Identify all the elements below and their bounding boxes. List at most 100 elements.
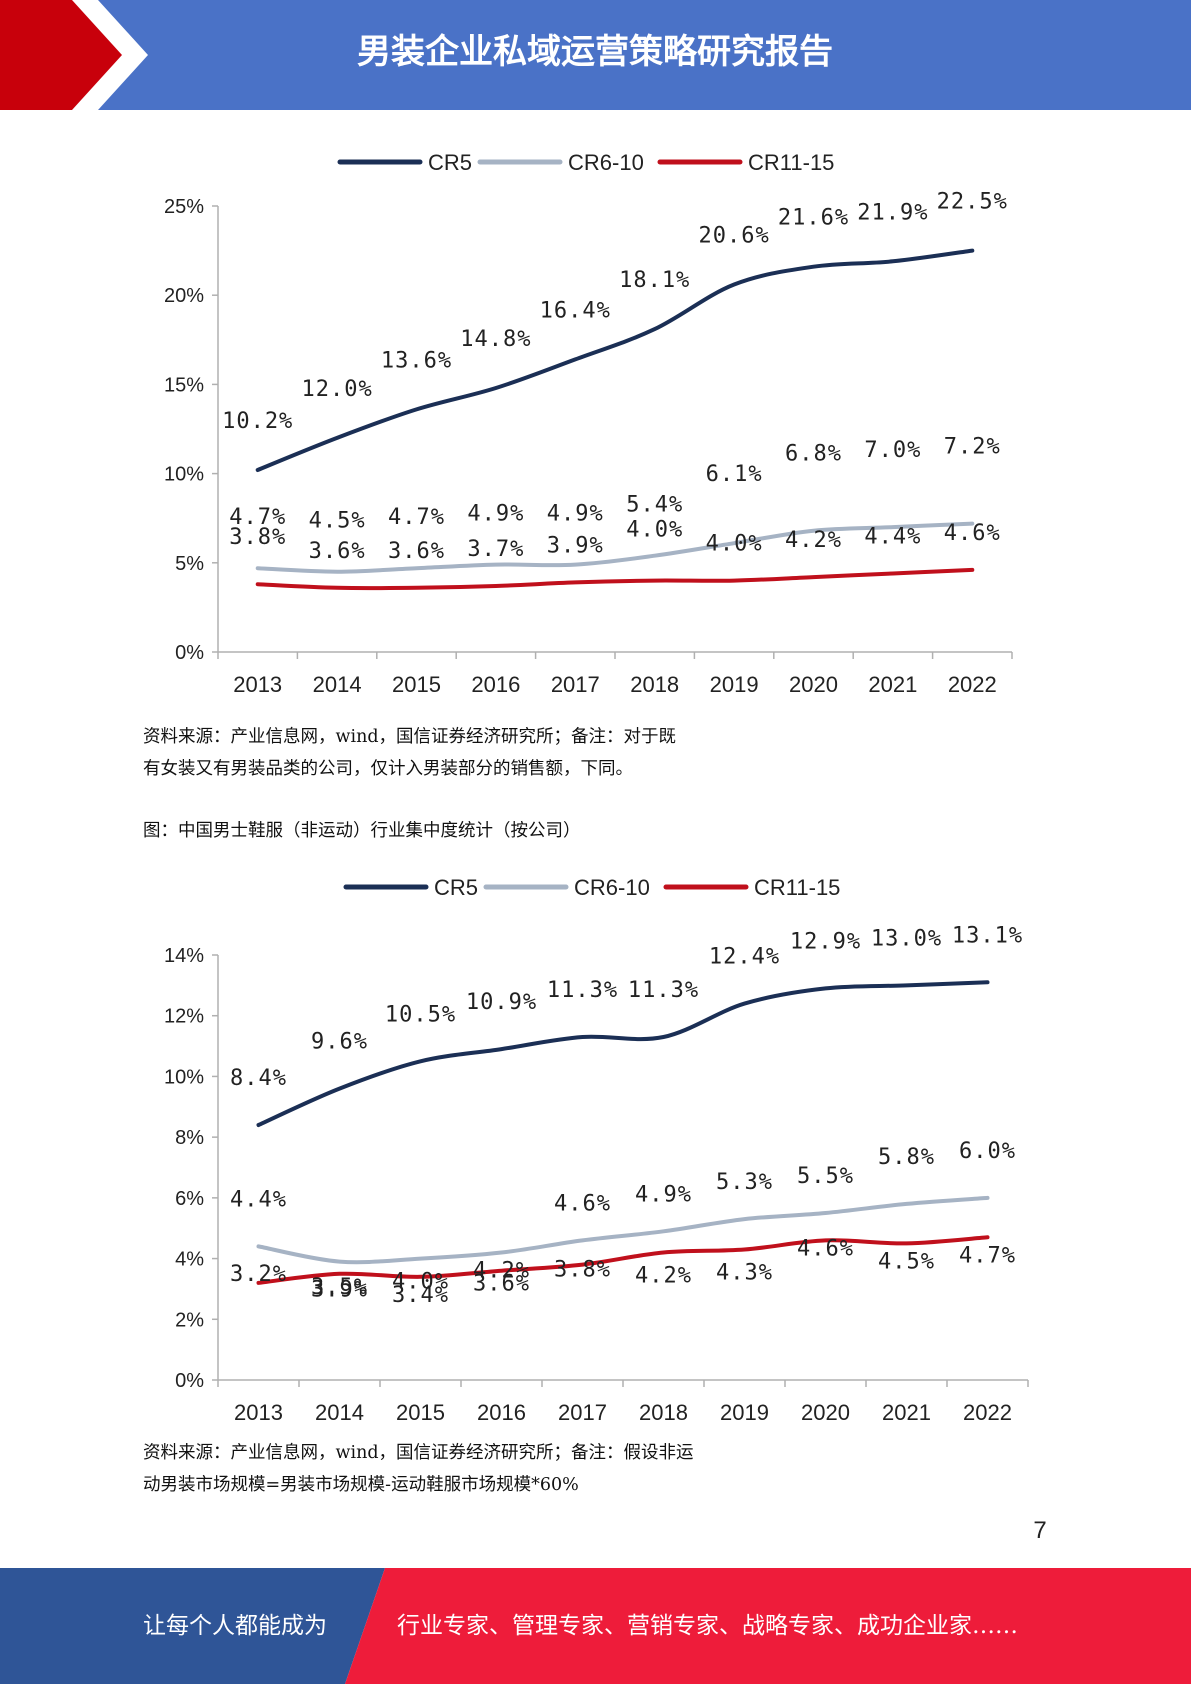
data-label: 20.6% bbox=[698, 223, 769, 248]
data-label: 12.0% bbox=[301, 377, 372, 402]
y-tick-label: 25% bbox=[164, 196, 204, 218]
x-tick-label: 2015 bbox=[396, 1400, 445, 1425]
data-label: 5.4% bbox=[626, 493, 683, 518]
data-label: 5.3% bbox=[716, 1170, 773, 1195]
chart-2: CR5 CR6-10 CR11-15 0% 2% 4% 6% 8% 10% 12% 14% 2013 2… bbox=[0, 855, 1191, 1435]
chart-2-source-line-1: 资料来源：产业信息网，wind，国信证券经济研究所；备注：假设非运 bbox=[143, 1443, 694, 1463]
y-tick-label: 6% bbox=[175, 1188, 204, 1210]
data-label: 11.3% bbox=[547, 978, 618, 1003]
data-label: 10.2% bbox=[222, 409, 293, 434]
x-tick-label: 2014 bbox=[313, 672, 362, 697]
y-tick-label: 20% bbox=[164, 285, 204, 307]
data-label: 7.0% bbox=[864, 438, 921, 463]
x-tick-label: 2019 bbox=[720, 1400, 769, 1425]
y-tick-label: 2% bbox=[175, 1309, 204, 1331]
chart-2-source-note: 资料来源：产业信息网，wind，国信证券经济研究所；备注：假设非运 动男装市场规… bbox=[143, 1437, 694, 1501]
data-label: 4.7% bbox=[388, 505, 445, 530]
x-tick-label: 2021 bbox=[882, 1400, 931, 1425]
legend-label-2: CR6-10 bbox=[568, 150, 644, 175]
data-label: 13.1% bbox=[952, 923, 1023, 948]
data-label: 7.2% bbox=[944, 435, 1001, 460]
x-tick-label: 2021 bbox=[868, 672, 917, 697]
y-tick-label: 12% bbox=[164, 1006, 204, 1028]
data-label: 4.2% bbox=[785, 528, 842, 553]
data-label: 3.8% bbox=[229, 525, 286, 550]
y-tick-label: 0% bbox=[175, 1370, 204, 1392]
data-label: 6.1% bbox=[706, 462, 763, 487]
header-banner-graphic bbox=[0, 0, 1191, 110]
data-label: 14.8% bbox=[460, 327, 531, 352]
y-tick-label: 10% bbox=[164, 1066, 204, 1088]
data-label: 16.4% bbox=[540, 298, 611, 323]
legend-label-1: CR5 bbox=[434, 875, 478, 900]
data-label: 6.0% bbox=[959, 1139, 1016, 1164]
data-label: 3.9% bbox=[547, 533, 604, 558]
y-tick-label: 14% bbox=[164, 945, 204, 967]
data-label: 5.8% bbox=[878, 1145, 935, 1170]
data-label: 10.5% bbox=[385, 1002, 456, 1027]
data-label: 4.0% bbox=[392, 1270, 449, 1295]
series-line-cr11-15 bbox=[256, 1235, 990, 1285]
x-tick-label: 2022 bbox=[963, 1400, 1012, 1425]
data-label: 12.9% bbox=[790, 929, 861, 954]
data-label: 13.0% bbox=[871, 926, 942, 951]
chart-1-source-line-2: 有女装又有男装品类的公司，仅计入男装部分的销售额，下同。 bbox=[143, 759, 633, 779]
x-tick-label: 2017 bbox=[551, 672, 600, 697]
data-label: 13.6% bbox=[381, 348, 452, 373]
data-label: 4.9% bbox=[635, 1182, 692, 1207]
data-label: 4.5% bbox=[309, 509, 366, 534]
data-label: 4.6% bbox=[944, 521, 1001, 546]
y-tick-label: 0% bbox=[175, 642, 204, 664]
data-label: 4.7% bbox=[229, 505, 286, 530]
legend-label-2: CR6-10 bbox=[574, 875, 650, 900]
data-label: 3.6% bbox=[388, 539, 445, 564]
data-label: 3.4% bbox=[392, 1283, 449, 1308]
chart-2-svg: CR5 CR6-10 CR11-15 0% 2% 4% 6% 8% 10% 12% 14% 2013 2… bbox=[164, 875, 1029, 1425]
data-label: 11.3% bbox=[628, 978, 699, 1003]
data-label: 10.9% bbox=[466, 990, 537, 1015]
x-tick-label: 2015 bbox=[392, 672, 441, 697]
y-tick-label: 4% bbox=[175, 1249, 204, 1271]
x-tick-label: 2017 bbox=[558, 1400, 607, 1425]
legend-label-1: CR5 bbox=[428, 150, 472, 175]
x-tick-label: 2019 bbox=[710, 672, 759, 697]
y-tick-label: 8% bbox=[175, 1127, 204, 1149]
data-label: 18.1% bbox=[619, 268, 690, 293]
data-label: 4.2% bbox=[635, 1264, 692, 1289]
chart-1: CR5 CR6-10 CR11-15 0% 5% 10% 15% 20% 25% 2013 2014… bbox=[0, 130, 1191, 710]
series-line-cr5 bbox=[256, 980, 990, 1127]
data-label: 4.9% bbox=[467, 502, 524, 527]
data-label: 9.6% bbox=[311, 1030, 368, 1055]
data-label: 3.2% bbox=[230, 1262, 287, 1287]
y-tick-label: 5% bbox=[175, 553, 204, 575]
y-tick-label: 15% bbox=[164, 374, 204, 396]
data-label: 22.5% bbox=[937, 190, 1008, 215]
series-line-cr11-15 bbox=[255, 567, 975, 591]
legend-label-3: CR11-15 bbox=[748, 150, 834, 175]
data-label: 8.4% bbox=[230, 1066, 287, 1091]
chart-2-source-line-2: 动男装市场规模=男装市场规模-运动鞋服市场规模*60% bbox=[143, 1475, 579, 1495]
chart-1-source-line-1: 资料来源：产业信息网，wind，国信证券经济研究所；备注：对于既 bbox=[143, 727, 677, 747]
footer-slogan-left: 让每个人都能成为 bbox=[143, 1613, 327, 1639]
data-label: 3.5% bbox=[311, 1275, 368, 1300]
y-tick-label: 10% bbox=[164, 464, 204, 486]
data-label: 4.4% bbox=[230, 1187, 287, 1212]
legend-label-3: CR11-15 bbox=[754, 875, 840, 900]
data-label: 4.2% bbox=[473, 1259, 530, 1284]
data-label: 12.4% bbox=[709, 945, 780, 970]
x-tick-label: 2016 bbox=[477, 1400, 526, 1425]
x-tick-label: 2016 bbox=[471, 672, 520, 697]
data-label: 4.5% bbox=[878, 1249, 935, 1274]
x-tick-label: 2020 bbox=[789, 672, 838, 697]
chart-2-caption: 图：中国男士鞋服（非运动）行业集中度统计（按公司） bbox=[143, 821, 581, 841]
data-label: 4.7% bbox=[959, 1243, 1016, 1268]
data-label: 5.5% bbox=[797, 1164, 854, 1189]
footer-slogan-right: 行业专家、管理专家、营销专家、战略专家、成功企业家…… bbox=[397, 1613, 1018, 1639]
x-tick-label: 2018 bbox=[639, 1400, 688, 1425]
x-tick-label: 2020 bbox=[801, 1400, 850, 1425]
data-label: 3.9% bbox=[311, 1278, 368, 1303]
chart-1-svg: CR5 CR6-10 CR11-15 0% 5% 10% 15% 20% 25% 2013 2014… bbox=[164, 150, 1013, 697]
data-label: 4.3% bbox=[716, 1260, 773, 1285]
data-label: 21.9% bbox=[857, 200, 928, 225]
data-label: 3.8% bbox=[554, 1258, 611, 1283]
